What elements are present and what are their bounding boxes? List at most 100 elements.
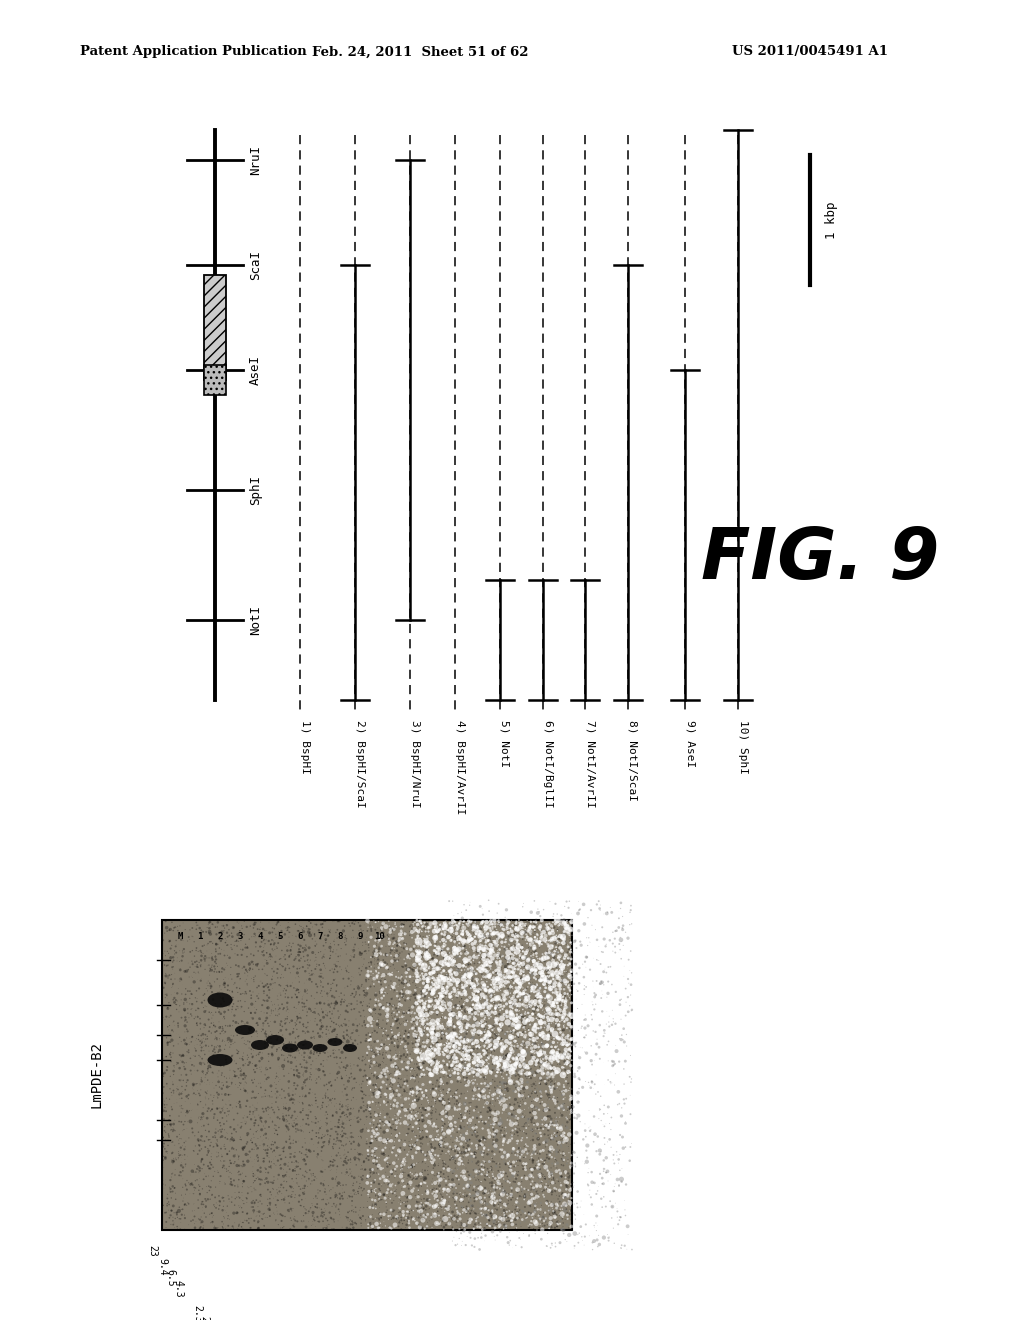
Point xyxy=(165,956,181,977)
Point xyxy=(266,929,283,950)
Point xyxy=(483,1043,500,1064)
Point xyxy=(255,1151,271,1172)
Point xyxy=(540,1106,556,1127)
Point xyxy=(555,1019,571,1040)
Point xyxy=(461,1049,477,1071)
Point xyxy=(539,1024,555,1045)
Point xyxy=(223,1192,240,1213)
Point xyxy=(335,1175,351,1196)
Point xyxy=(242,981,258,1002)
Point xyxy=(543,975,559,997)
Point xyxy=(407,954,423,975)
Point xyxy=(172,1218,188,1239)
Point xyxy=(524,1107,541,1129)
Point xyxy=(182,1164,199,1185)
Point xyxy=(529,974,546,995)
Point xyxy=(416,928,432,949)
Point xyxy=(168,1089,184,1110)
Point xyxy=(523,1205,540,1226)
Point xyxy=(412,954,428,975)
Point xyxy=(450,923,466,944)
Point xyxy=(558,1041,574,1063)
Point xyxy=(526,1065,543,1086)
Point xyxy=(512,982,528,1003)
Point xyxy=(322,997,338,1018)
Point xyxy=(436,979,453,1001)
Point xyxy=(530,1159,547,1180)
Point xyxy=(454,1184,470,1205)
Point xyxy=(204,960,220,981)
Point xyxy=(490,989,507,1010)
Point xyxy=(273,1189,290,1210)
Point xyxy=(555,1206,571,1228)
Point xyxy=(373,1208,389,1229)
Point xyxy=(541,919,557,940)
Point xyxy=(446,1188,463,1209)
Point xyxy=(397,956,414,977)
Point xyxy=(601,1006,617,1027)
Point xyxy=(563,1031,580,1052)
Point xyxy=(557,989,573,1010)
Point xyxy=(379,924,395,945)
Point xyxy=(567,1205,584,1226)
Point xyxy=(294,989,310,1010)
Point xyxy=(504,1177,520,1199)
Point xyxy=(475,1031,492,1052)
Point xyxy=(502,966,518,987)
Point xyxy=(324,1196,340,1217)
Point xyxy=(439,975,456,997)
Point xyxy=(585,1078,601,1100)
Point xyxy=(588,1044,604,1065)
Point xyxy=(393,1155,410,1176)
Point xyxy=(224,981,241,1002)
Point xyxy=(206,1081,222,1102)
Point xyxy=(531,1026,548,1047)
Point xyxy=(210,983,226,1005)
Point xyxy=(216,1102,232,1123)
Point xyxy=(514,1031,530,1052)
Point xyxy=(313,981,330,1002)
Point xyxy=(443,1185,460,1206)
Point xyxy=(217,973,233,994)
Point xyxy=(543,915,559,936)
Point xyxy=(200,1020,216,1041)
Point xyxy=(246,912,262,933)
Point xyxy=(207,1026,223,1047)
Point xyxy=(227,1144,244,1166)
Point xyxy=(488,964,505,985)
Point xyxy=(540,1164,556,1185)
Point xyxy=(282,1027,298,1048)
Point xyxy=(473,1199,489,1220)
Point xyxy=(245,1163,261,1184)
Point xyxy=(393,921,410,942)
Point xyxy=(234,939,251,960)
Point xyxy=(526,1180,543,1201)
Point xyxy=(414,946,430,968)
Point xyxy=(414,1107,430,1129)
Point xyxy=(249,977,265,998)
Point xyxy=(285,1115,301,1137)
Point xyxy=(371,1122,387,1143)
Point xyxy=(335,1102,351,1123)
Point xyxy=(238,1096,254,1117)
Point xyxy=(182,1093,199,1114)
Point xyxy=(446,944,463,965)
Point xyxy=(426,1188,442,1209)
Point xyxy=(417,1150,433,1171)
Point xyxy=(557,1193,573,1214)
Point xyxy=(427,950,443,972)
Point xyxy=(160,952,176,973)
Point xyxy=(224,1216,241,1237)
Point xyxy=(259,1139,275,1160)
Point xyxy=(540,1028,556,1049)
Point xyxy=(322,1180,338,1201)
Point xyxy=(337,1151,353,1172)
Point xyxy=(166,1148,182,1170)
Point xyxy=(164,977,180,998)
Point xyxy=(386,1032,402,1053)
Point xyxy=(296,1210,312,1232)
Point xyxy=(205,1126,221,1147)
Point xyxy=(529,1151,546,1172)
Point xyxy=(555,1024,571,1045)
Point xyxy=(255,1139,271,1160)
